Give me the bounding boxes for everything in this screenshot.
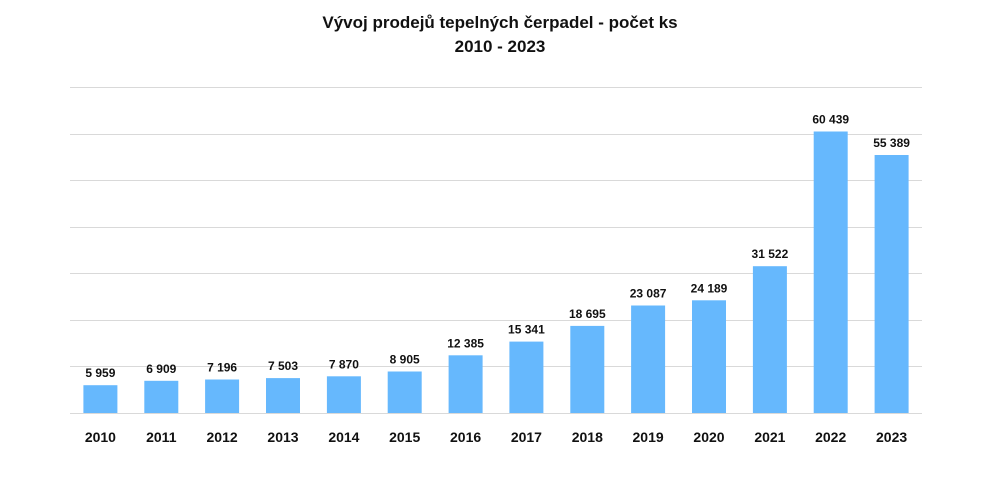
x-tick-label-2010: 2010 [85,429,116,445]
data-label-2012: 7 196 [207,361,237,375]
bar-2011 [144,380,179,413]
chart-subtitle: 2010 - 2023 [454,37,546,56]
x-tick-label-2023: 2023 [876,429,907,445]
x-tick-label-2017: 2017 [511,429,542,445]
bar-2023 [874,155,909,413]
bar-2017 [509,341,544,413]
x-tick-label-2021: 2021 [754,429,785,445]
bar-2022 [813,131,848,413]
data-label-2018: 18 695 [569,307,606,321]
x-tick-label-2015: 2015 [389,429,420,445]
data-label-2013: 7 503 [268,359,298,373]
bar-2015 [387,371,422,413]
data-label-2020: 24 189 [691,281,728,295]
data-label-2022: 60 439 [812,113,849,127]
data-label-2010: 5 959 [85,366,115,380]
data-label-2021: 31 522 [752,247,789,261]
data-label-2019: 23 087 [630,287,667,301]
bar-2018 [570,325,605,413]
x-tick-label-2020: 2020 [693,429,724,445]
x-tick-label-2011: 2011 [146,429,177,445]
chart-title: Vývoj prodejů tepelných čerpadel - počet… [322,13,678,32]
x-tick-label-2012: 2012 [207,429,238,445]
bar-2016 [448,355,483,413]
bar-2013 [266,378,300,413]
bar-2014 [326,376,361,413]
x-tick-label-2018: 2018 [572,429,603,445]
x-tick-label-2016: 2016 [450,429,481,445]
data-label-2011: 6 909 [146,362,176,376]
data-label-2015: 8 905 [390,353,420,367]
data-label-2017: 15 341 [508,323,545,337]
x-tick-label-2013: 2013 [267,429,298,445]
x-tick-label-2014: 2014 [328,429,359,445]
bar-2021 [752,266,787,413]
x-tick-label-2019: 2019 [633,429,664,445]
bar-2010 [83,385,118,413]
bar-2020 [692,300,726,413]
x-tick-label-2022: 2022 [815,429,846,445]
data-label-2023: 55 389 [873,136,910,150]
bar-2019 [631,305,666,413]
data-label-2014: 7 870 [329,357,359,371]
bar-2012 [205,379,240,413]
data-label-2016: 12 385 [447,336,484,350]
